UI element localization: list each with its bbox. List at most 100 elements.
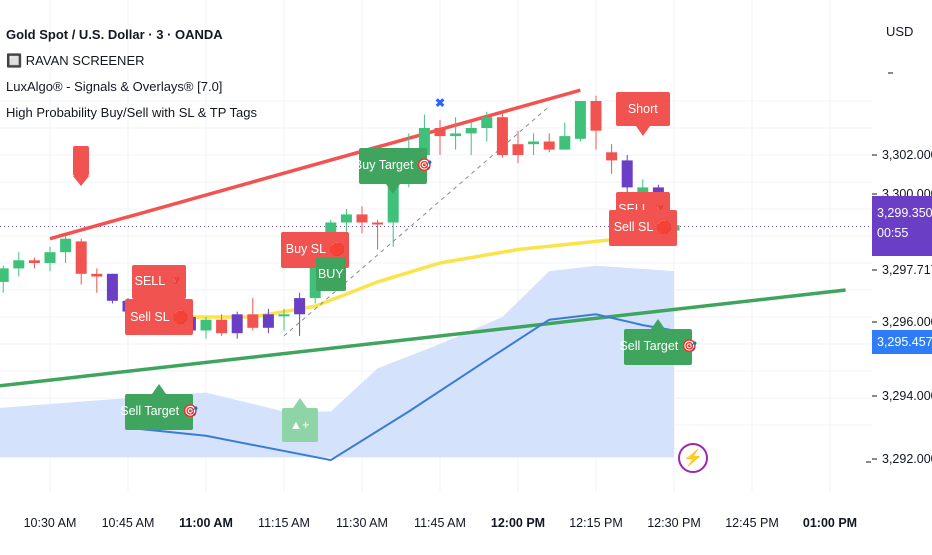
blue-price-label: 3,295.457 [872,330,932,354]
candle [574,101,586,142]
overlay-trend-red [49,88,581,241]
x-marker-icon: ✖ [435,95,446,110]
candle [606,144,618,174]
candle [543,133,555,153]
indicator-ravan-screener[interactable]: 🔲 RAVAN SCREENER [6,53,145,68]
candle [496,111,508,158]
candle [481,111,493,142]
candle-body [106,273,118,301]
candle-body [450,133,462,137]
candle [247,298,259,331]
x-tick-label: 10:30 AM [24,516,77,530]
candle-body [418,128,430,155]
candle [465,122,477,155]
candle-body [262,314,274,328]
candle-body [247,314,259,328]
candle [0,265,9,293]
signal-tag: SELL 🔻 [132,264,187,299]
blue-price-value: 3,295.457 [877,335,932,349]
x-tick-label: 12:00 PM [491,516,545,530]
candle [13,252,25,277]
candle-body [574,101,586,139]
currency-label[interactable]: USD [886,24,914,39]
candle [262,308,274,334]
candle-body [372,222,384,225]
candle-body [356,214,368,223]
overlay-blue-line [127,313,675,462]
candle-body [294,298,306,315]
indicator-luxalgo[interactable]: LuxAlgo® - Signals & Overlays® [7.0] [6,79,223,94]
signal-tag: Sell SL 🛑 [608,209,677,246]
x-tick-label: 11:15 AM [258,516,310,530]
candle [28,257,40,269]
candle-body [590,101,602,131]
y-tick-label: 3,296.000 [882,315,932,329]
symbol-title[interactable]: Gold Spot / U.S. Dollar · 3 · OANDA [6,27,223,42]
candle-body [278,314,290,317]
current-price-label: 3,299.350 00:55 [872,196,932,256]
x-tick-label: 11:45 AM [414,516,466,530]
candle-body [434,128,446,137]
candle-body [200,319,212,331]
candle-body [216,319,228,334]
candle [231,311,243,339]
candle-body [606,152,618,161]
x-tick-label: 11:00 AM [179,516,233,530]
y-tick-label: 3,302.000 [882,148,932,162]
candle-body [621,160,633,188]
x-tick-label: 12:15 PM [569,516,623,530]
candle [450,117,462,150]
indicator-high-probability[interactable]: High Probability Buy/Sell with SL & TP T… [6,105,257,120]
candle-body [481,117,493,128]
candle-body [0,268,9,282]
overlay-trend-green [0,288,846,388]
candle-body [309,252,321,299]
candle-body [60,238,72,253]
candle-body [231,314,243,334]
bar-countdown: 00:55 [877,226,909,240]
candle-body [637,187,649,193]
signal-tag: Buy Target 🎯 [354,147,432,184]
candle [621,155,633,196]
chart-legend: Gold Spot / U.S. Dollar · 3 · OANDA 🔲 RA… [6,22,257,126]
signal-tag: BUY [315,256,346,291]
band-area [0,265,674,458]
candle-body [387,168,399,223]
candle-body [559,136,571,150]
signal-tag: Sell Target 🎯 [619,328,697,365]
y-tick-label: 3,294.000 [882,389,932,403]
x-tick-label: 11:30 AM [336,516,388,530]
candle-body [91,273,103,277]
signal-tag: Short [615,92,670,127]
current-price-value: 3,299.350 [877,206,932,220]
lightning-icon[interactable]: ⚡ [678,443,708,473]
signal-tag: ▲+ [281,408,318,442]
candle-body [528,141,540,145]
x-tick-label: 12:45 PM [725,516,779,530]
candle [528,133,540,155]
x-tick-label: 10:45 AM [102,516,155,530]
candle-body [512,144,524,155]
x-tick-label: 12:30 PM [647,516,701,530]
candle [512,130,524,164]
candle [356,206,368,234]
down-flag-icon [73,146,90,176]
pointer-up-icon [152,383,167,394]
pointer-down-icon [73,176,90,186]
pointer-up-icon [292,398,307,408]
signal-tag: Sell SL 🛑 [125,299,194,335]
candle-body [75,241,87,274]
overlay-dashed-line [283,106,550,337]
candle-body [340,214,352,223]
candle-body [28,260,40,263]
signal-tag: Buy SL 🛑 [281,231,350,268]
candle-body [465,128,477,134]
candle-body [13,260,25,269]
candle-body [543,141,555,150]
candle [434,119,446,155]
candle [106,273,118,304]
candle [294,292,306,336]
candle [278,308,290,331]
pointer-down-icon [386,183,401,194]
candle [44,246,56,272]
